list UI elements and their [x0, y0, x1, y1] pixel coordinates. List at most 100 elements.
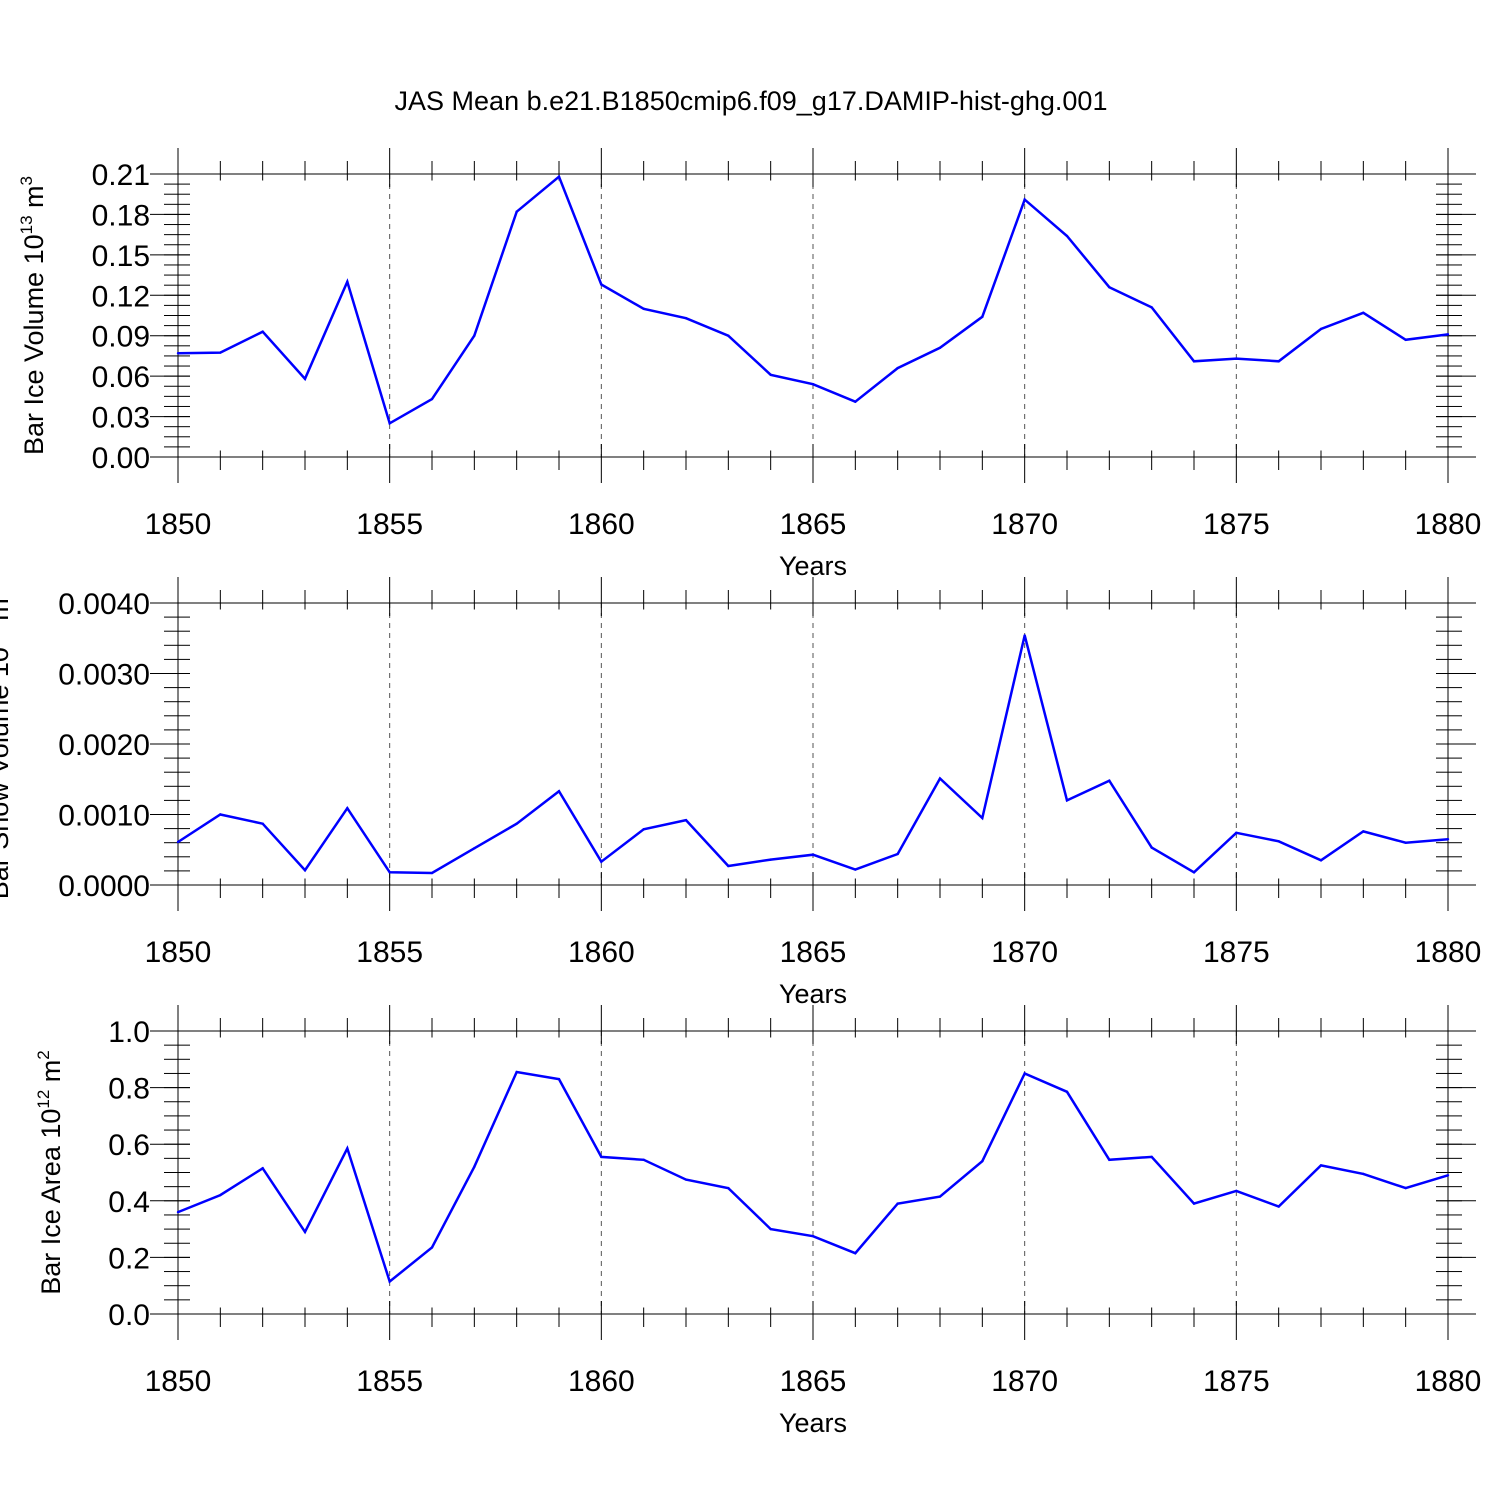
x-tick-label: 1865	[780, 1365, 847, 1398]
data-point	[938, 1195, 942, 1198]
panel-snow-volume: 0.0000 0.0010 0.0020 0.0030 0.0040 1850 1855 18…	[0, 577, 1481, 1009]
x-tick-label: 1875	[1203, 508, 1270, 541]
data-point	[219, 1193, 222, 1197]
x-tick-label: 1850	[145, 936, 212, 969]
data-point	[1065, 1090, 1069, 1094]
x-tick-label: 1855	[356, 936, 423, 969]
data-point	[1362, 830, 1365, 833]
data-point	[515, 1070, 518, 1074]
data-point	[1192, 360, 1196, 363]
data-point	[769, 1227, 772, 1231]
y-axis-label: Bar Ice Area 1012 m2	[34, 1050, 66, 1295]
data-point	[1446, 1174, 1450, 1177]
y-tick-label: 0.0040	[58, 588, 150, 621]
data-point	[1235, 831, 1238, 835]
data-point	[600, 283, 603, 286]
y-axis-label-unit: m	[0, 598, 14, 628]
data-point	[388, 871, 391, 874]
figure-title: JAS Mean b.e21.B1850cmip6.f09_g17.DAMIP-…	[395, 86, 1108, 116]
data-point	[981, 315, 984, 319]
data-point	[557, 1077, 561, 1081]
data-point	[219, 813, 222, 816]
x-axis-label: Years	[779, 1408, 847, 1438]
x-axis-label: Years	[779, 979, 847, 1009]
data-point	[1023, 1072, 1026, 1075]
data-point	[981, 1159, 984, 1163]
y-axis-label-unit: m	[36, 1060, 66, 1090]
y-axis-label-exponent: 13	[17, 215, 36, 234]
data-point	[1319, 859, 1323, 862]
data-point	[769, 858, 772, 861]
data-point	[176, 1210, 180, 1214]
data-point	[473, 334, 476, 337]
data-point	[1108, 1158, 1111, 1161]
data-point	[1446, 333, 1450, 336]
y-tick-label: 0.6	[108, 1129, 150, 1162]
y-axis-label-main: Bar Snow Volume 10	[0, 647, 14, 899]
data-point	[938, 777, 942, 780]
x-tick-label: 1860	[568, 1365, 635, 1398]
y-axis-label-unit-exponent: 2	[34, 1050, 53, 1059]
data-point	[811, 1234, 815, 1238]
data-point	[1150, 846, 1153, 849]
data-point	[1446, 837, 1450, 841]
data-point	[1192, 1202, 1196, 1205]
y-tick-label: 0.8	[108, 1073, 150, 1106]
data-point	[303, 868, 307, 872]
data-point	[642, 307, 645, 310]
data-point	[1065, 799, 1069, 802]
data-point	[430, 871, 434, 875]
data-point	[1023, 198, 1026, 201]
data-point	[515, 822, 518, 825]
x-tick-label: 1855	[356, 1365, 423, 1398]
data-point	[1319, 327, 1323, 331]
data-point	[896, 1202, 899, 1205]
data-point	[600, 860, 603, 863]
y-axis-label-unit-exponent: 3	[17, 176, 36, 185]
y-tick-label: 1.0	[108, 1016, 150, 1049]
data-point	[1023, 634, 1026, 637]
data-point	[1065, 234, 1069, 238]
data-point	[219, 351, 222, 354]
data-point	[854, 868, 857, 871]
data-point	[515, 210, 518, 213]
data-point	[303, 1230, 307, 1234]
data-point	[1404, 841, 1407, 844]
data-point	[1235, 1189, 1238, 1193]
x-tick-label: 1880	[1415, 936, 1482, 969]
data-point	[1277, 360, 1280, 363]
y-tick-label: 0.00	[92, 442, 150, 475]
data-point	[176, 840, 180, 844]
x-tick-label: 1855	[356, 508, 423, 541]
data-point	[1362, 1172, 1365, 1176]
y-tick-label: 0.0010	[58, 800, 150, 833]
data-point	[1277, 1205, 1280, 1208]
data-point	[430, 397, 434, 401]
data-point	[811, 853, 815, 856]
data-point	[557, 175, 561, 178]
data-point	[1404, 1186, 1407, 1190]
data-point	[811, 383, 815, 386]
x-tick-label: 1870	[991, 508, 1058, 541]
data-point	[1150, 306, 1153, 309]
y-tick-label: 0.4	[108, 1186, 150, 1219]
y-axis-label-exponent: 13	[0, 628, 1, 647]
y-tick-label: 0.15	[92, 240, 150, 273]
data-point	[854, 400, 857, 403]
y-axis-label: Bar Snow Volume 1013 m3	[0, 589, 14, 900]
x-tick-label: 1865	[780, 508, 847, 541]
y-tick-label: 0.0000	[58, 870, 150, 903]
x-axis-label: Years	[779, 551, 847, 581]
data-point	[346, 280, 349, 284]
y-axis-label-main: Bar Ice Volume 10	[19, 234, 49, 455]
data-point	[684, 316, 688, 320]
data-point	[1404, 338, 1407, 341]
data-point	[981, 816, 984, 820]
x-tick-label: 1850	[145, 1365, 212, 1398]
x-tick-label: 1865	[780, 936, 847, 969]
x-tick-label: 1870	[991, 936, 1058, 969]
y-tick-label: 0.06	[92, 361, 150, 394]
y-tick-label: 0.12	[92, 280, 150, 313]
data-point	[473, 847, 476, 850]
